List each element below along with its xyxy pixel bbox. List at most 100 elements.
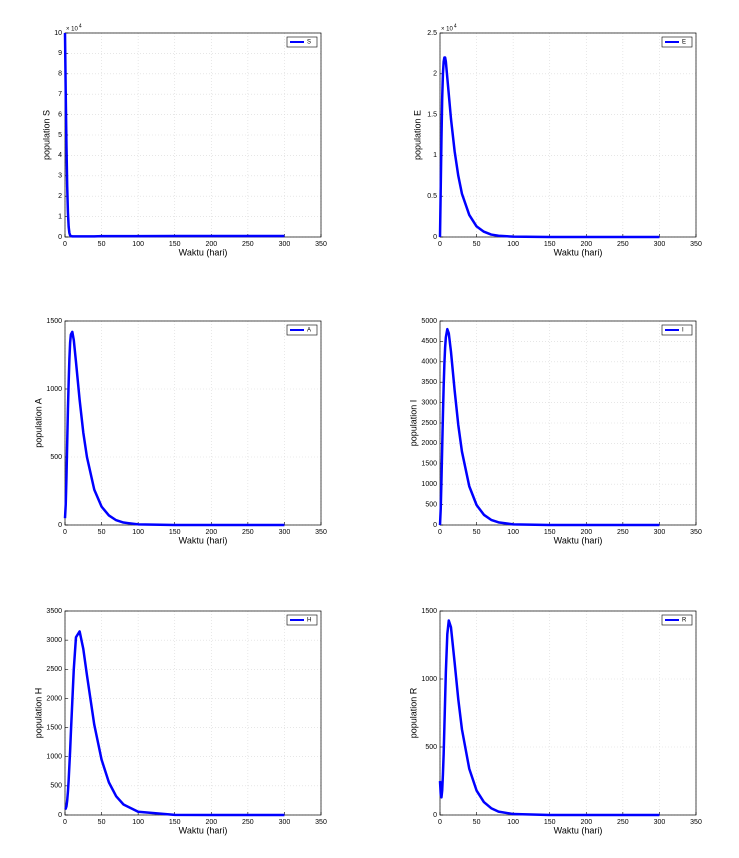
y-tick-label: 0 [58,812,62,819]
x-tick-label: 150 [169,529,181,536]
x-tick-label: 250 [242,529,254,536]
y-tick-label: 2 [58,193,62,200]
y-tick-label: 0.5 [427,193,437,200]
x-tick-label: 100 [507,819,519,826]
y-tick-label: 500 [50,783,62,790]
y-tick-label: 10 [54,30,62,37]
x-tick-label: 300 [279,241,291,248]
data-line [438,56,660,239]
x-tick-label: 350 [690,241,702,248]
data-line [64,630,285,817]
x-tick-label: 100 [507,241,519,248]
y-axis-label: population A [33,398,43,448]
x-tick-label: 50 [473,529,481,536]
y-tick-label: 1000 [421,676,437,683]
x-tick-label: 0 [63,529,67,536]
y-tick-label: 0 [433,812,437,819]
x-tick-label: 0 [438,241,442,248]
x-tick-label: 250 [242,819,254,826]
legend-label: S [307,40,311,46]
y-tick-label: 4500 [421,338,437,345]
y-tick-label: 0 [433,522,437,529]
x-tick-label: 150 [544,819,556,826]
x-axis-label: Waktu (hari) [554,535,603,545]
y-tick-label: 0 [58,522,62,529]
plot-area [65,33,321,237]
y-tick-label: 2500 [421,420,437,427]
plot-area [440,321,696,525]
y-tick-label: 500 [425,744,437,751]
legend-label: R [682,618,687,624]
x-tick-label: 150 [544,241,556,248]
y-tick-label: 1.5 [427,111,437,118]
x-tick-label: 200 [580,529,592,536]
y-tick-label: 2.5 [427,30,437,37]
y-tick-label: 1000 [421,481,437,488]
y-axis-label: population R [408,687,418,738]
y-tick-label: 3500 [46,608,62,615]
data-line [63,330,285,527]
x-tick-label: 350 [690,819,702,826]
y-tick-label: 1000 [46,386,62,393]
x-tick-label: 100 [132,819,144,826]
x-tick-label: 300 [654,241,666,248]
plot-area [440,611,696,815]
y-tick-label: 7 [58,91,62,98]
x-tick-label: 50 [98,819,106,826]
legend-label: E [682,40,686,46]
data-line [63,32,285,238]
x-tick-label: 350 [315,529,327,536]
y-tick-label: 3000 [421,399,437,406]
x-tick-label: 350 [315,241,327,248]
x-tick-label: 250 [617,241,629,248]
y-tick-label: 0 [58,234,62,241]
x-tick-label: 200 [205,241,217,248]
x-tick-label: 250 [617,529,629,536]
x-axis-label: Waktu (hari) [554,247,603,257]
y-exponent-base: × 10 [441,27,454,33]
y-tick-label: 2000 [421,440,437,447]
x-tick-label: 250 [617,819,629,826]
y-axis-label: population I [408,400,418,447]
y-tick-label: 1 [58,213,62,220]
y-tick-label: 9 [58,50,62,57]
legend-label: I [682,328,684,334]
x-tick-label: 0 [438,819,442,826]
plot-area [65,321,321,525]
data-line [438,327,660,527]
x-tick-label: 250 [242,241,254,248]
x-tick-label: 100 [507,529,519,536]
x-tick-label: 350 [690,529,702,536]
x-tick-label: 200 [580,819,592,826]
y-tick-label: 4000 [421,359,437,366]
y-exponent-base: × 10 [66,27,79,33]
y-tick-label: 1500 [421,461,437,468]
y-tick-label: 3 [58,173,62,180]
y-tick-label: 1000 [46,754,62,761]
x-tick-label: 200 [205,529,217,536]
y-tick-label: 0 [433,234,437,241]
y-tick-label: 8 [58,71,62,78]
x-tick-label: 150 [544,529,556,536]
legend-label: H [307,618,311,624]
x-tick-label: 0 [438,529,442,536]
x-axis-label: Waktu (hari) [179,247,228,257]
y-tick-label: 3000 [46,637,62,644]
x-tick-label: 200 [205,819,217,826]
y-tick-label: 5 [58,132,62,139]
y-tick-label: 1 [433,152,437,159]
x-tick-label: 50 [98,241,106,248]
x-tick-label: 300 [279,819,291,826]
x-tick-label: 300 [279,529,291,536]
y-tick-label: 1500 [46,318,62,325]
y-tick-label: 5000 [421,318,437,325]
x-axis-label: Waktu (hari) [554,825,603,835]
y-tick-label: 500 [425,501,437,508]
x-tick-label: 200 [580,241,592,248]
data-line [438,619,660,817]
y-tick-label: 6 [58,111,62,118]
legend-label: A [307,328,311,334]
x-tick-label: 50 [98,529,106,536]
x-tick-label: 150 [169,241,181,248]
